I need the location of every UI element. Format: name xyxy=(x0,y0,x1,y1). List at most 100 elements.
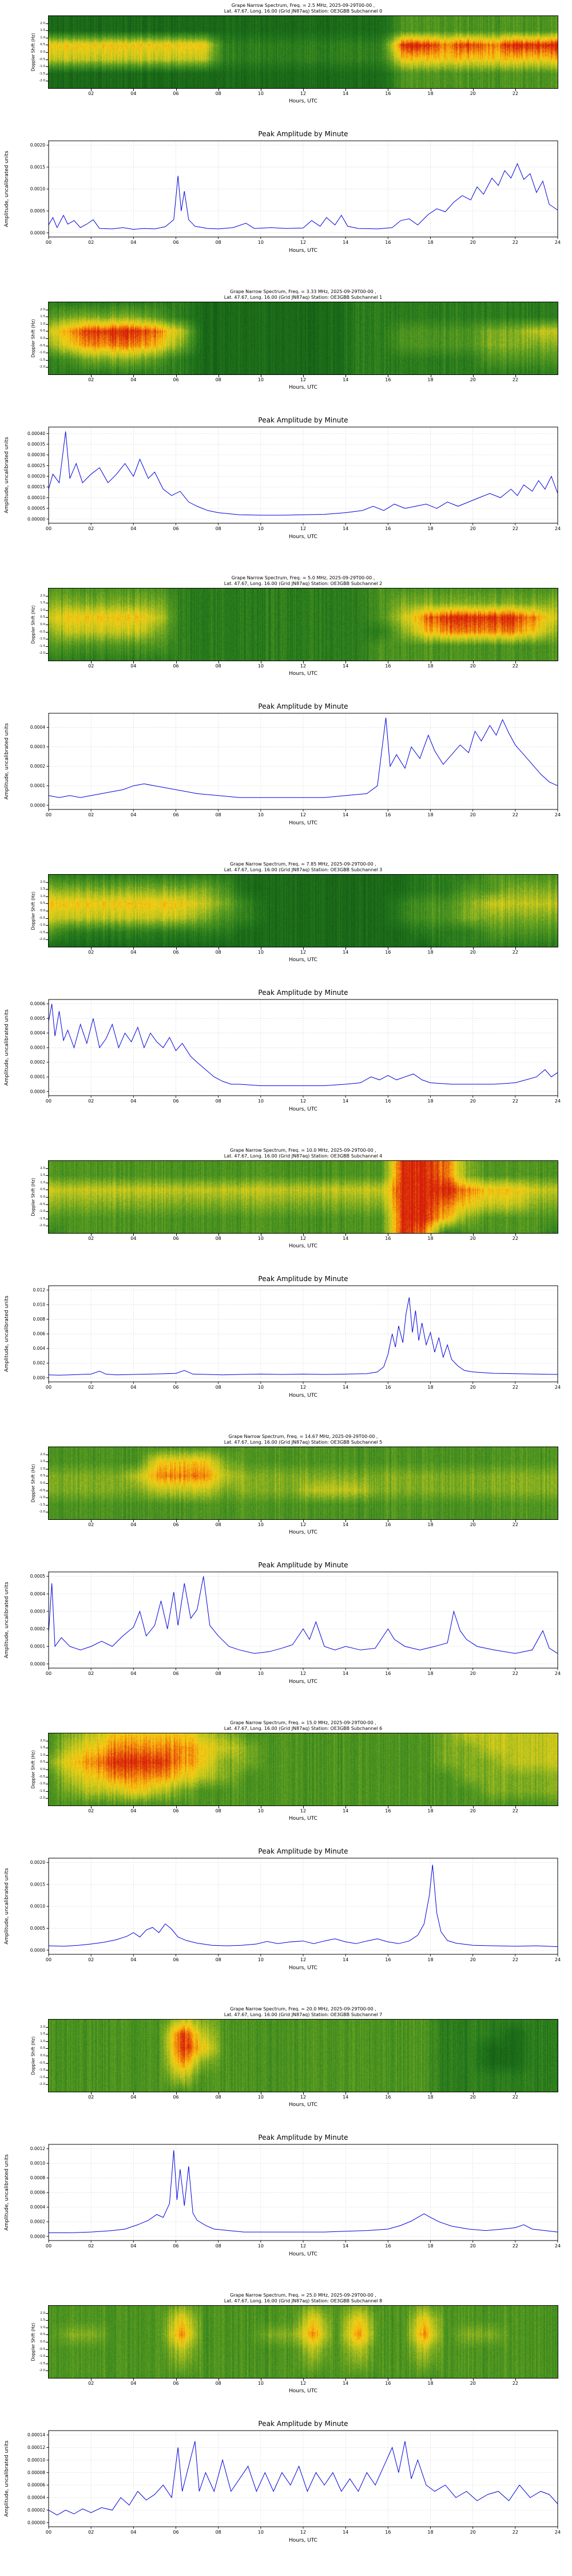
hour-tick-label: 08 xyxy=(215,1236,221,1241)
hour-tick-label: 24 xyxy=(555,526,561,531)
hour-tick-label: 06 xyxy=(173,812,178,817)
hour-tick-label: 12 xyxy=(300,1236,307,1241)
y-tick-mark xyxy=(46,918,48,919)
amplitude-tick-label: 0.012 xyxy=(33,1287,46,1293)
amplitude-tick-label: 0.0000 xyxy=(30,230,45,235)
x-tick-mark xyxy=(345,1234,347,1236)
doppler-tick-label: 2.0 xyxy=(40,21,45,25)
hour-tick-label: 16 xyxy=(385,1522,391,1527)
hour-tick-label: 18 xyxy=(427,2530,433,2535)
amplitude-panel-2: 00 02 04 06 08 10 12 14 16 18 20 22 24 0.0000 0.0001 0.… xyxy=(0,694,572,859)
amplitude-tick-label: 0.0006 xyxy=(30,1001,45,1006)
hour-tick-label: 22 xyxy=(513,2243,518,2249)
amplitude-frame xyxy=(48,2144,558,2241)
spectrogram-heatmap xyxy=(48,1447,558,1520)
hour-tick-label: 00 xyxy=(46,1957,51,1962)
hour-tick-label: 06 xyxy=(173,1385,178,1390)
x-tick-mark xyxy=(472,2092,474,2095)
y-tick-mark xyxy=(46,66,48,68)
amplitude-xlabel: Hours, UTC xyxy=(289,1393,317,1398)
doppler-tick-label: 0.0 xyxy=(40,2340,45,2344)
hour-tick-label: 08 xyxy=(215,1522,221,1527)
y-tick-mark xyxy=(46,2356,48,2357)
spectrogram-panel-2: Grape Narrow Spectrum, Freq. = 5.0 MHz, … xyxy=(0,572,572,694)
hour-tick-label: 18 xyxy=(427,377,434,382)
x-tick-mark xyxy=(133,661,134,663)
amplitude-tick-label: 0.0001 xyxy=(30,1644,45,1649)
hour-tick-label: 00 xyxy=(46,2243,51,2249)
doppler-tick-label: -1.5 xyxy=(39,1216,45,1220)
hour-tick-label: 02 xyxy=(88,2095,94,2100)
hour-tick-label: 10 xyxy=(257,1236,264,1241)
doppler-tick-label: 0.0 xyxy=(40,1481,45,1485)
x-tick-mark xyxy=(472,661,474,663)
hour-tick-label: 12 xyxy=(300,526,306,531)
amplitude-tick-label: 0.00004 xyxy=(27,2495,45,2500)
hour-tick-label: 02 xyxy=(88,1522,94,1527)
doppler-tick-label: -2.0 xyxy=(39,365,45,369)
hour-tick-label: 00 xyxy=(46,2530,51,2535)
hour-tick-label: 24 xyxy=(555,1385,561,1390)
y-tick-mark xyxy=(46,1175,48,1176)
y-tick-mark xyxy=(46,2070,48,2071)
hour-tick-label: 10 xyxy=(257,2381,264,2386)
hour-tick-label: 20 xyxy=(470,2530,476,2535)
x-tick-mark xyxy=(515,1520,516,1522)
hour-tick-label: 16 xyxy=(385,1671,391,1676)
y-tick-mark xyxy=(46,617,48,618)
hour-tick-label: 24 xyxy=(555,2530,561,2535)
x-tick-mark xyxy=(345,1806,347,1808)
hour-tick-label: 18 xyxy=(427,2095,434,2100)
hour-tick-label: 14 xyxy=(343,663,349,669)
x-tick-mark xyxy=(515,2379,516,2381)
y-tick-mark xyxy=(46,2084,48,2085)
x-tick-mark xyxy=(472,89,474,91)
hour-tick-label: 06 xyxy=(173,1522,179,1527)
doppler-tick-label: 1.5 xyxy=(40,2032,45,2036)
spectrogram-xlabel: Hours, UTC xyxy=(289,98,317,104)
amplitude-tick-label: 0.0012 xyxy=(30,2146,45,2151)
amplitude-panel-7: 00 02 04 06 08 10 12 14 16 18 20 22 24 0.0000 0.0002 0.… xyxy=(0,2125,572,2290)
spectrogram-title-line2: Lat. 47.67, Long. 16.00 (Grid JN87aq) St… xyxy=(224,581,383,586)
amplitude-tick-label: 0.0005 xyxy=(30,1926,45,1931)
doppler-tick-label: -2.0 xyxy=(39,1510,45,1514)
amplitude-ylabel: Amplitude, uncalibrated units xyxy=(4,723,10,800)
hour-tick-label: 20 xyxy=(470,2095,476,2100)
spectrogram-xlabel: Hours, UTC xyxy=(289,671,317,677)
hour-tick-label: 14 xyxy=(343,2243,348,2249)
hour-tick-label: 10 xyxy=(258,1385,264,1390)
spectrogram-panel-8: Grape Narrow Spectrum, Freq. = 25.0 MHz,… xyxy=(0,2290,572,2411)
amplitude-series-line xyxy=(49,2150,558,2233)
amplitude-xlabel: Hours, UTC xyxy=(289,248,317,254)
doppler-tick-label: 0.0 xyxy=(40,2054,45,2057)
hour-tick-label: 20 xyxy=(470,240,476,245)
hour-tick-label: 04 xyxy=(130,526,136,531)
doppler-tick-label: -1.5 xyxy=(39,2361,45,2365)
doppler-tick-label: -2.0 xyxy=(39,79,45,83)
amplitude-xlabel: Hours, UTC xyxy=(289,820,317,826)
hour-tick-label: 02 xyxy=(88,526,94,531)
y-tick-mark xyxy=(46,1769,48,1770)
hour-tick-label: 12 xyxy=(300,1385,306,1390)
x-tick-mark xyxy=(472,1806,474,1808)
doppler-tick-label: 1.0 xyxy=(40,1467,45,1471)
amplitude-tick-label: 0.0000 xyxy=(30,1947,45,1953)
hour-tick-label: 18 xyxy=(427,1385,433,1390)
amplitude-tick-label: 0.008 xyxy=(33,1317,46,1322)
hour-tick-label: 24 xyxy=(555,1957,561,1962)
spectrogram-title-line2: Lat. 47.67, Long. 16.00 (Grid JN87aq) St… xyxy=(224,2298,383,2304)
y-tick-mark xyxy=(46,2370,48,2372)
amplitude-series-line xyxy=(48,163,558,230)
x-tick-mark xyxy=(91,661,92,663)
hour-tick-label: 06 xyxy=(173,1099,178,1104)
hour-tick-label: 16 xyxy=(385,91,391,96)
spectrogram-xlabel: Hours, UTC xyxy=(289,1816,317,1822)
hour-tick-label: 10 xyxy=(258,1671,264,1676)
hour-tick-label: 20 xyxy=(470,1522,476,1527)
doppler-tick-label: 0.5 xyxy=(40,329,45,333)
hour-tick-label: 12 xyxy=(300,1099,306,1104)
y-tick-mark xyxy=(46,939,48,941)
doppler-tick-label: -1.5 xyxy=(39,72,45,76)
hour-tick-label: 24 xyxy=(555,2243,561,2249)
